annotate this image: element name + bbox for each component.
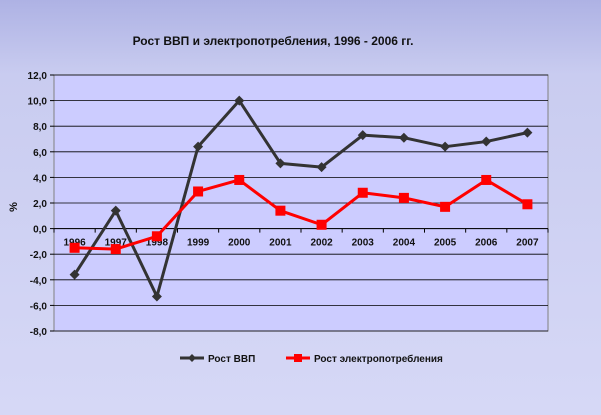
y-axis-label: % — [8, 202, 20, 212]
data-point-series-1 — [522, 127, 533, 138]
x-tick-label: 2002 — [310, 238, 333, 249]
legend-marker-2 — [294, 354, 302, 362]
y-tick-label: -4,0 — [30, 276, 48, 287]
y-tick-label: -2,0 — [30, 250, 48, 261]
x-tick-label: 2006 — [475, 238, 498, 249]
legend-label-1: Рост ВВП — [208, 354, 255, 365]
data-point-series-2 — [151, 231, 162, 242]
data-point-series-1 — [151, 291, 162, 302]
y-tick-label: 6,0 — [33, 148, 47, 159]
data-point-series-2 — [193, 186, 204, 197]
data-point-series-1 — [193, 141, 204, 152]
y-tick-label: 2,0 — [33, 199, 47, 210]
data-point-series-2 — [234, 174, 245, 185]
data-point-series-2 — [398, 192, 409, 203]
data-point-series-2 — [481, 174, 492, 185]
x-tick-label: 1998 — [146, 238, 169, 249]
data-point-series-1 — [398, 132, 409, 143]
data-point-series-2 — [275, 205, 286, 216]
x-tick-label: 2004 — [393, 238, 416, 249]
x-tick-label: 2000 — [228, 238, 251, 249]
series-line-2 — [74, 178, 529, 251]
data-point-series-2 — [316, 219, 327, 230]
data-point-series-1 — [275, 158, 286, 169]
plot-area: 12,0 10,0 8,0 6,0 4,0 2,0 0,0 -2,0 -4,0 -6,0 -8,0 1… — [28, 71, 549, 338]
y-tick-label: -8,0 — [30, 327, 48, 338]
data-point-series-2 — [69, 242, 80, 253]
data-point-series-2 — [522, 199, 533, 210]
data-point-series-1 — [110, 205, 121, 216]
x-tick-label: 2003 — [352, 238, 375, 249]
data-point-series-1 — [440, 141, 451, 152]
legend: Рост ВВП Рост электропотребления — [180, 353, 443, 365]
y-tick-label: 0,0 — [33, 225, 47, 236]
x-tick-label: 1999 — [187, 238, 210, 249]
x-tick-label: 2005 — [434, 238, 457, 249]
data-point-series-2 — [357, 187, 368, 198]
x-tick-label: 1997 — [105, 238, 128, 249]
data-point-series-1 — [316, 162, 327, 173]
series-line-1 — [73, 99, 528, 298]
legend-marker-1 — [188, 354, 196, 362]
y-tick-label: 12,0 — [28, 71, 48, 82]
x-tick-label: 2001 — [269, 238, 292, 249]
y-tick-label: 4,0 — [33, 173, 47, 184]
data-point-series-1 — [357, 130, 368, 141]
data-point-series-2 — [110, 244, 121, 255]
data-point-series-1 — [234, 95, 245, 106]
y-tick-label: 10,0 — [28, 97, 48, 108]
x-tick-label: 2007 — [516, 238, 539, 249]
y-tick-label: 8,0 — [33, 122, 47, 133]
data-point-series-1 — [69, 269, 80, 280]
legend-label-2: Рост электропотребления — [314, 353, 443, 365]
chart-title: Рост ВВП и электропотребления, 1996 - 20… — [133, 34, 414, 48]
data-point-series-2 — [440, 201, 451, 212]
y-tick-label: -6,0 — [30, 301, 48, 312]
data-point-series-1 — [481, 136, 492, 147]
